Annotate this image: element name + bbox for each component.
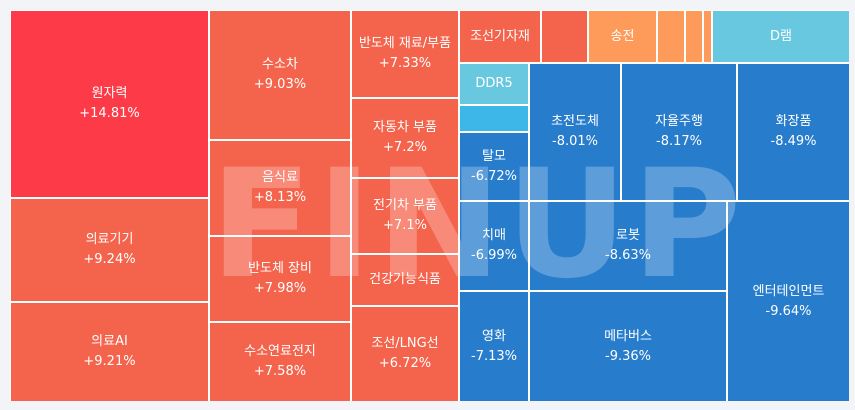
treemap-cell-hair-loss[interactable]: 탈모 -6.72% bbox=[460, 133, 528, 200]
cell-change: +9.24% bbox=[83, 252, 136, 267]
treemap-cell-unlabeled[interactable] bbox=[542, 11, 587, 62]
treemap-cell-semi-equipment[interactable]: 반도체 장비 +7.98% bbox=[210, 237, 350, 321]
cell-name: 자율주행 bbox=[655, 114, 703, 129]
treemap-cell-food[interactable]: 음식료 +8.13% bbox=[210, 141, 350, 235]
treemap-cell-robot[interactable]: 로봇 -8.63% bbox=[530, 202, 726, 290]
cell-name: 건강기능식품 bbox=[369, 272, 441, 287]
cell-name: 로봇 bbox=[616, 228, 640, 243]
cell-change: +14.81% bbox=[79, 106, 140, 121]
treemap-cell-unlabeled[interactable] bbox=[460, 106, 528, 131]
treemap-cell-entertainment[interactable]: 엔터테인먼트 -9.64% bbox=[728, 202, 849, 401]
treemap-cell-unlabeled[interactable] bbox=[658, 11, 684, 62]
cell-change: -8.01% bbox=[552, 134, 598, 149]
treemap-cell-fuel-cell[interactable]: 수소연료전지 +7.58% bbox=[210, 323, 350, 401]
treemap-cell-semi-materials[interactable]: 반도체 재료/부품 +7.33% bbox=[352, 11, 458, 97]
cell-name: 영화 bbox=[482, 328, 506, 344]
cell-name: 음식료 bbox=[262, 170, 298, 185]
treemap-cell-unlabeled[interactable] bbox=[704, 11, 711, 62]
cell-name: 화장품 bbox=[775, 114, 812, 129]
treemap-cell-cosmetics[interactable]: 화장품 -8.49% bbox=[738, 64, 849, 200]
treemap-cell-superconductor[interactable]: 초전도체 -8.01% bbox=[530, 64, 620, 200]
cell-change: +6.72% bbox=[378, 356, 432, 371]
cell-change: -8.63% bbox=[605, 248, 651, 263]
cell-change: -8.17% bbox=[656, 134, 702, 149]
cell-change: +7.33% bbox=[378, 56, 432, 71]
cell-name: 수소연료전지 bbox=[244, 344, 316, 359]
cell-name: 탈모 bbox=[482, 148, 506, 164]
cell-change: +7.58% bbox=[253, 364, 307, 379]
cell-change: -8.49% bbox=[770, 134, 817, 149]
treemap-cell-ev-parts[interactable]: 전기차 부품 +7.1% bbox=[352, 179, 458, 253]
cell-change: +7.1% bbox=[383, 218, 427, 233]
cell-change: -6.99% bbox=[471, 248, 517, 263]
cell-change: +7.2% bbox=[383, 140, 427, 155]
cell-name: 초전도체 bbox=[551, 114, 599, 129]
treemap-cell-hydrogen-car[interactable]: 수소차 +9.03% bbox=[210, 11, 350, 139]
treemap-cell-movie[interactable]: 영화 -7.13% bbox=[460, 292, 528, 401]
cell-name: 송전 bbox=[610, 28, 635, 44]
cell-name: D램 bbox=[770, 28, 792, 44]
cell-change: -9.36% bbox=[605, 348, 651, 364]
cell-name: 반도체 재료/부품 bbox=[358, 36, 452, 51]
cell-name: 치매 bbox=[482, 228, 506, 243]
theme-treemap: 원자력 +14.81% 의료기기 +9.24% 의료AI +9.21% 수소차 +9.0… bbox=[10, 10, 849, 401]
cell-name: 엔터테인먼트 bbox=[752, 283, 825, 299]
cell-name: 의료AI bbox=[91, 334, 128, 349]
treemap-cell-shipbuilding-equipment[interactable]: 조선기자재 bbox=[460, 11, 540, 62]
treemap-cell-medical-ai[interactable]: 의료AI +9.21% bbox=[11, 303, 208, 401]
treemap-cell-dementia[interactable]: 치매 -6.99% bbox=[460, 202, 528, 290]
treemap-cell-power-transmission[interactable]: 송전 bbox=[589, 11, 656, 62]
cell-name: 메타버스 bbox=[604, 328, 652, 344]
cell-change: -9.64% bbox=[765, 303, 812, 319]
cell-name: 원자력 bbox=[91, 86, 128, 101]
cell-name: DDR5 bbox=[475, 76, 513, 91]
treemap-cell-medical-devices[interactable]: 의료기기 +9.24% bbox=[11, 199, 208, 301]
treemap-cell-nuclear[interactable]: 원자력 +14.81% bbox=[11, 11, 208, 197]
cell-name: 조선기자재 bbox=[470, 28, 530, 44]
treemap-cell-ddr5[interactable]: DDR5 bbox=[460, 64, 528, 104]
treemap-cell-auto-parts[interactable]: 자동차 부품 +7.2% bbox=[352, 99, 458, 177]
treemap-cell-lng-ship[interactable]: 조선/LNG선 +6.72% bbox=[352, 307, 458, 401]
cell-change: +9.21% bbox=[83, 354, 136, 369]
cell-change: -7.13% bbox=[471, 348, 517, 364]
treemap-cell-dram[interactable]: D램 bbox=[713, 11, 849, 62]
cell-name: 반도체 장비 bbox=[248, 261, 312, 276]
treemap-cell-autonomous-driving[interactable]: 자율주행 -8.17% bbox=[622, 64, 736, 200]
cell-change: +9.03% bbox=[253, 77, 307, 92]
cell-name: 전기차 부품 bbox=[373, 198, 437, 213]
cell-change: +8.13% bbox=[253, 190, 307, 205]
cell-name: 수소차 bbox=[262, 57, 298, 72]
cell-name: 자동차 부품 bbox=[373, 120, 437, 135]
cell-name: 조선/LNG선 bbox=[371, 336, 439, 351]
treemap-cell-unlabeled[interactable] bbox=[686, 11, 702, 62]
treemap-cell-metaverse[interactable]: 메타버스 -9.36% bbox=[530, 292, 726, 401]
cell-change: -6.72% bbox=[471, 168, 517, 184]
cell-change: +7.98% bbox=[253, 281, 307, 296]
treemap-cell-health-food[interactable]: 건강기능식품 bbox=[352, 255, 458, 305]
cell-name: 의료기기 bbox=[85, 232, 134, 247]
